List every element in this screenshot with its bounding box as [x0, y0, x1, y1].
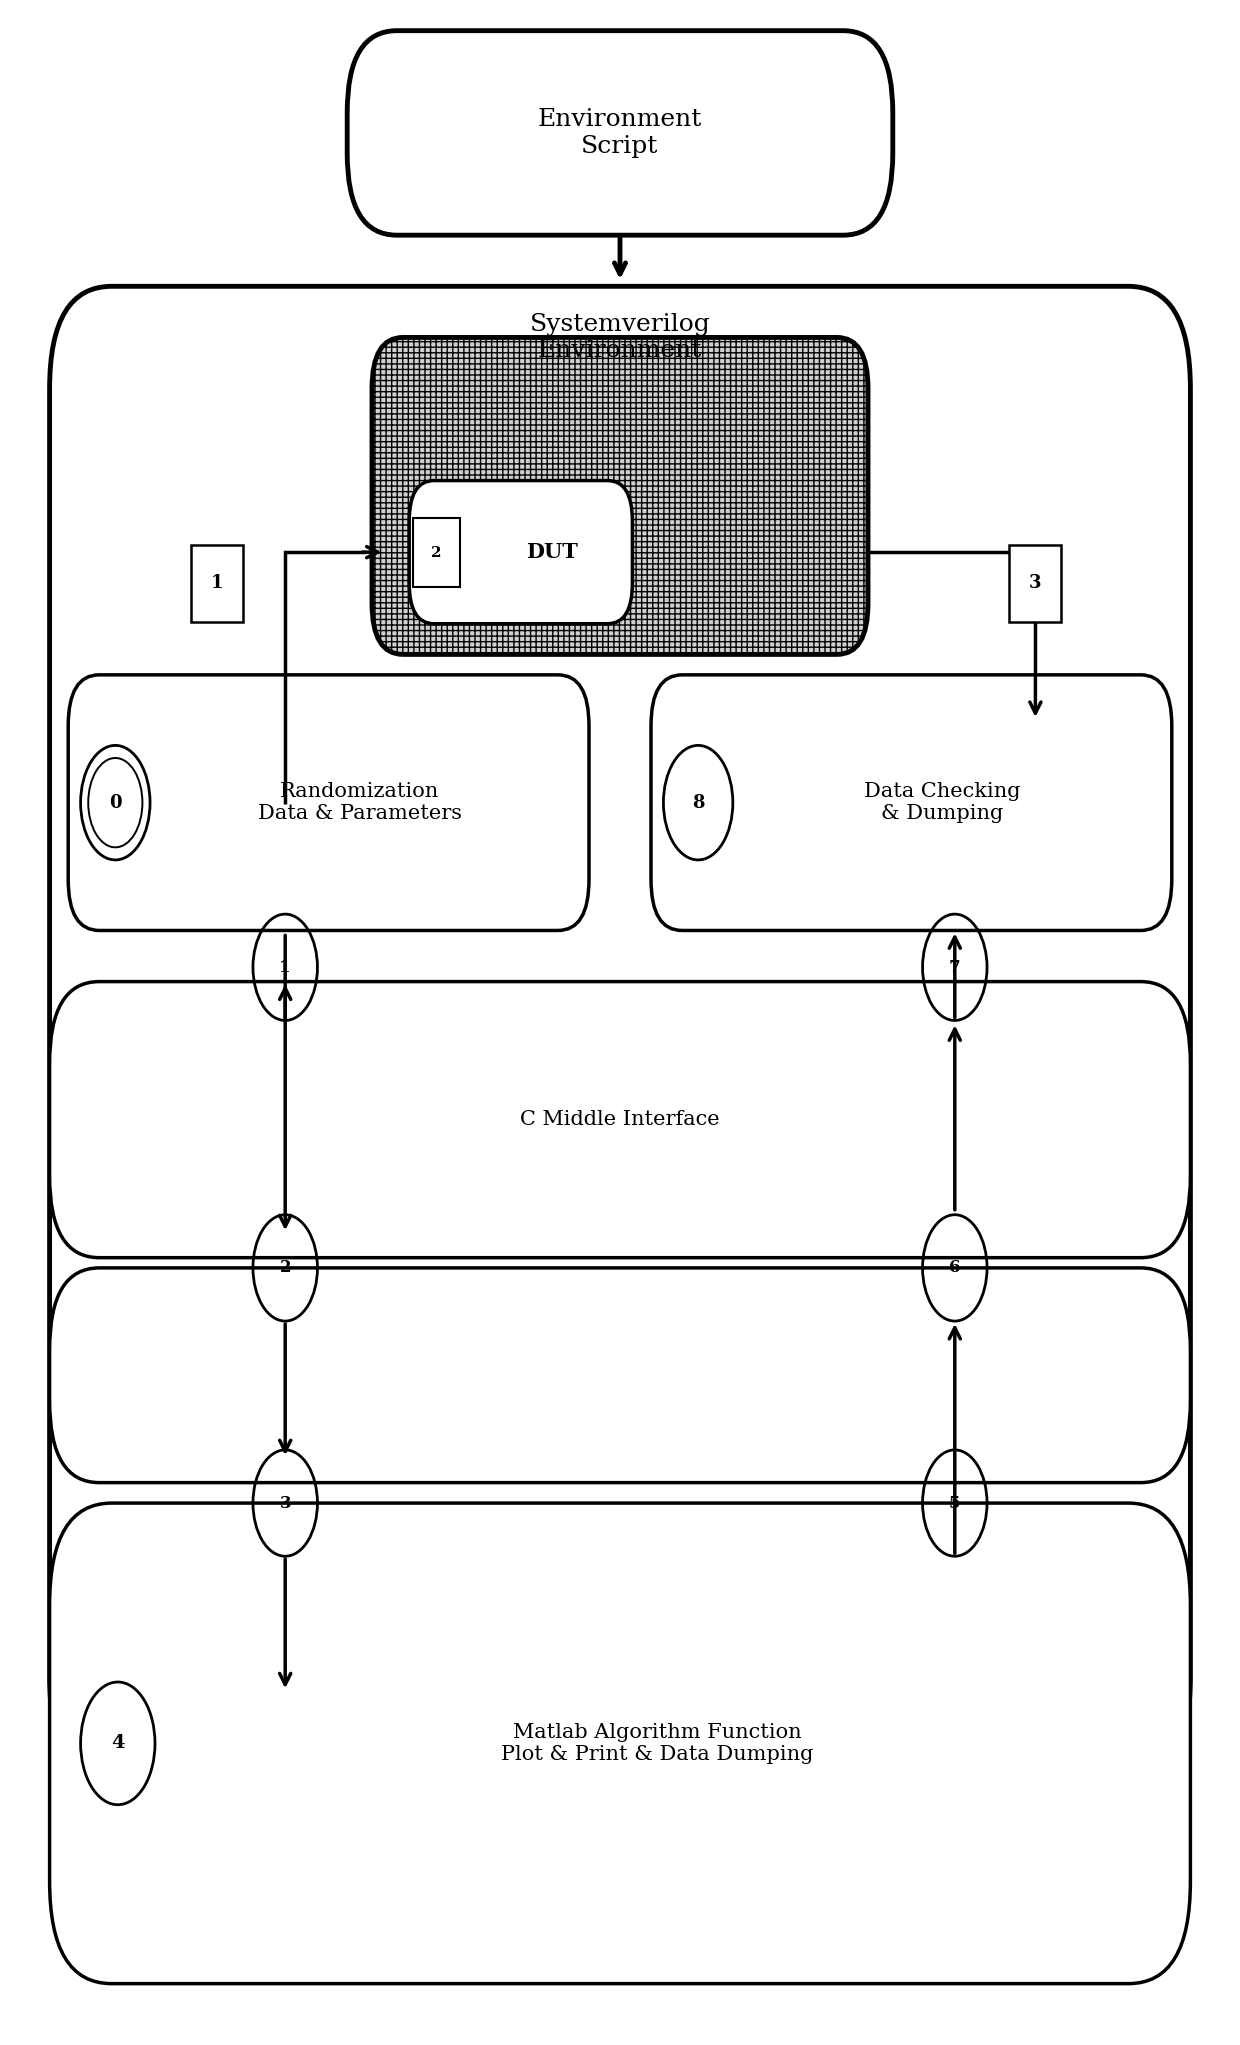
Bar — [413, 517, 460, 587]
FancyBboxPatch shape — [50, 286, 1190, 1779]
FancyBboxPatch shape — [409, 481, 632, 624]
FancyBboxPatch shape — [68, 675, 589, 930]
Text: 6: 6 — [949, 1260, 961, 1276]
Text: 1: 1 — [279, 959, 291, 975]
Bar — [1009, 544, 1061, 622]
Text: 2: 2 — [279, 1260, 291, 1276]
FancyBboxPatch shape — [347, 31, 893, 235]
FancyBboxPatch shape — [651, 675, 1172, 930]
Text: Systemverilog
Environment: Systemverilog Environment — [529, 313, 711, 362]
Text: 4: 4 — [112, 1734, 124, 1753]
Bar — [191, 544, 243, 622]
Text: 7: 7 — [949, 959, 961, 975]
Text: 1: 1 — [211, 575, 223, 593]
Text: 5: 5 — [949, 1495, 961, 1511]
Text: Environment
Script: Environment Script — [538, 108, 702, 157]
Text: DUT: DUT — [526, 542, 578, 562]
Text: C Middle Interface: C Middle Interface — [521, 1110, 719, 1129]
Text: 0: 0 — [109, 793, 122, 812]
Text: 2: 2 — [432, 546, 441, 560]
Text: Randomization
Data & Parameters: Randomization Data & Parameters — [258, 781, 461, 824]
FancyBboxPatch shape — [50, 982, 1190, 1258]
Text: 3: 3 — [279, 1495, 291, 1511]
Text: Data Checking
& Dumping: Data Checking & Dumping — [864, 781, 1021, 824]
Text: Matlab Algorithm Function
Plot & Print & Data Dumping: Matlab Algorithm Function Plot & Print &… — [501, 1722, 813, 1765]
FancyBboxPatch shape — [372, 337, 868, 654]
FancyBboxPatch shape — [50, 1503, 1190, 1984]
Text: 8: 8 — [692, 793, 704, 812]
FancyBboxPatch shape — [50, 1268, 1190, 1483]
Text: 3: 3 — [1029, 575, 1042, 593]
